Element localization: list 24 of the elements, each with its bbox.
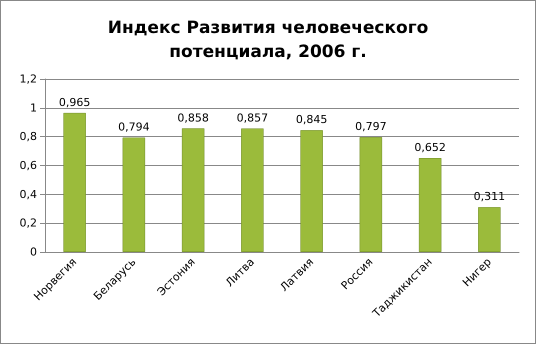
y-tick-label: 0 (30, 246, 37, 258)
data-label: 0,845 (296, 113, 328, 126)
data-label: 0,857 (236, 111, 268, 124)
data-label: 0,965 (58, 96, 90, 109)
data-label: 0,794 (118, 120, 150, 134)
data-label: 0,797 (355, 120, 387, 134)
bar (63, 112, 86, 252)
y-tick-label: 0,4 (20, 188, 37, 201)
bar (418, 158, 442, 252)
data-label: 0,311 (474, 190, 506, 204)
y-tick-label: 0,6 (20, 159, 37, 172)
chart-title: Индекс Развития человеческого потенциала, 2006 г. (108, 18, 428, 62)
bar (360, 137, 382, 252)
data-label: 0,858 (177, 111, 209, 124)
data-label: 0,652 (414, 141, 446, 154)
bar (241, 128, 264, 252)
y-tick-label: 0,8 (20, 130, 37, 144)
bar (478, 207, 501, 252)
y-tick-label: 0,2 (20, 216, 37, 230)
bar (182, 128, 204, 252)
bar (122, 138, 146, 252)
bar (300, 130, 323, 252)
y-tick-label: 1 (30, 101, 37, 114)
y-tick-label: 1,2 (20, 72, 37, 86)
